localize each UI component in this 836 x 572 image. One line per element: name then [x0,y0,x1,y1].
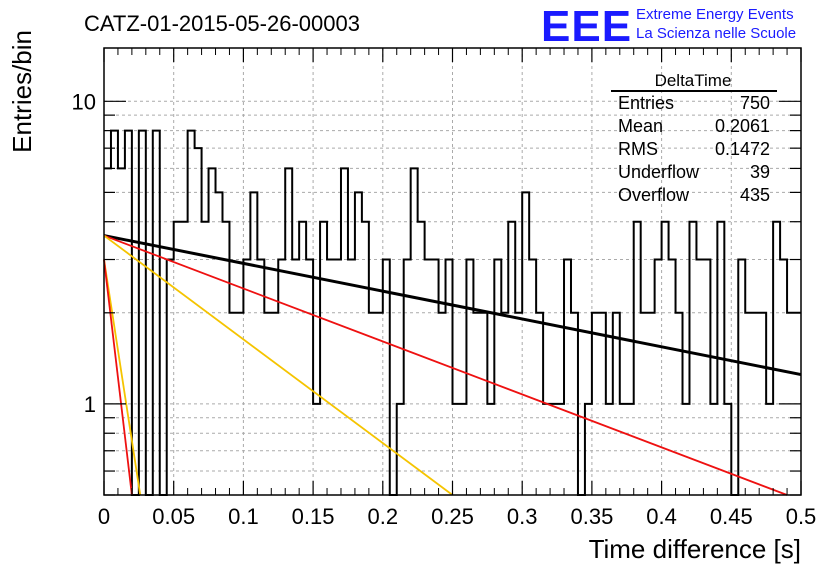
x-tick-label: 0.05 [152,504,195,529]
y-tick-label: 10 [72,89,96,114]
x-tick-label: 0.25 [431,504,474,529]
stats-row-value: 0.2061 [715,116,770,136]
histogram-layer [104,129,801,496]
x-tick-label: 0.35 [570,504,613,529]
chart-title: CATZ-01-2015-05-26-00003 [84,11,360,36]
stats-row-label: Underflow [618,162,700,182]
x-tick-label: 0.4 [646,504,677,529]
fit-line [103,234,454,496]
x-axis-label: Time difference [s] [589,534,801,564]
x-tick-label: 0.1 [228,504,259,529]
stats-row-value: 435 [740,185,770,205]
stats-row-value: 39 [750,162,770,182]
histogram-line [104,129,801,496]
stats-row-label: Mean [618,116,663,136]
x-tick-label: 0 [98,504,110,529]
stats-row-value: 750 [740,93,770,113]
stats-title: DeltaTime [655,71,732,90]
logo-line-2: La Scienza nelle Scuole [636,25,796,42]
stats-box: DeltaTime Entries 750 Mean 0.2061 RMS 0.1472 U… [611,71,777,205]
y-tick-label: 1 [84,392,96,417]
eee-logo: EEE [541,2,632,51]
fit-line [103,259,142,496]
x-tick-label: 0.45 [710,504,753,529]
x-tick-label: 0.3 [507,504,538,529]
axis-ticks [103,48,802,496]
tick-labels: 0 0.05 0.1 0.15 0.2 0.25 0.3 0.35 0.4 0.45 0.5 1 10 [72,89,817,529]
y-axis-label: Entries/bin [7,30,37,153]
stats-row-label: Entries [618,93,674,113]
x-tick-label: 0.2 [368,504,399,529]
stats-row-value: 0.1472 [715,139,770,159]
stats-row-label: RMS [618,139,658,159]
stats-row-label: Overflow [618,185,690,205]
fit-lines-layer [103,234,802,496]
fit-line [103,259,133,496]
x-tick-label: 0.15 [292,504,335,529]
x-tick-label: 0.5 [786,504,817,529]
fit-line [103,234,802,377]
stats-rows: Entries 750 Mean 0.2061 RMS 0.1472 Underflow 39… [618,93,770,205]
logo-line-1: Extreme Energy Events [636,6,794,23]
fit-line [103,234,788,496]
